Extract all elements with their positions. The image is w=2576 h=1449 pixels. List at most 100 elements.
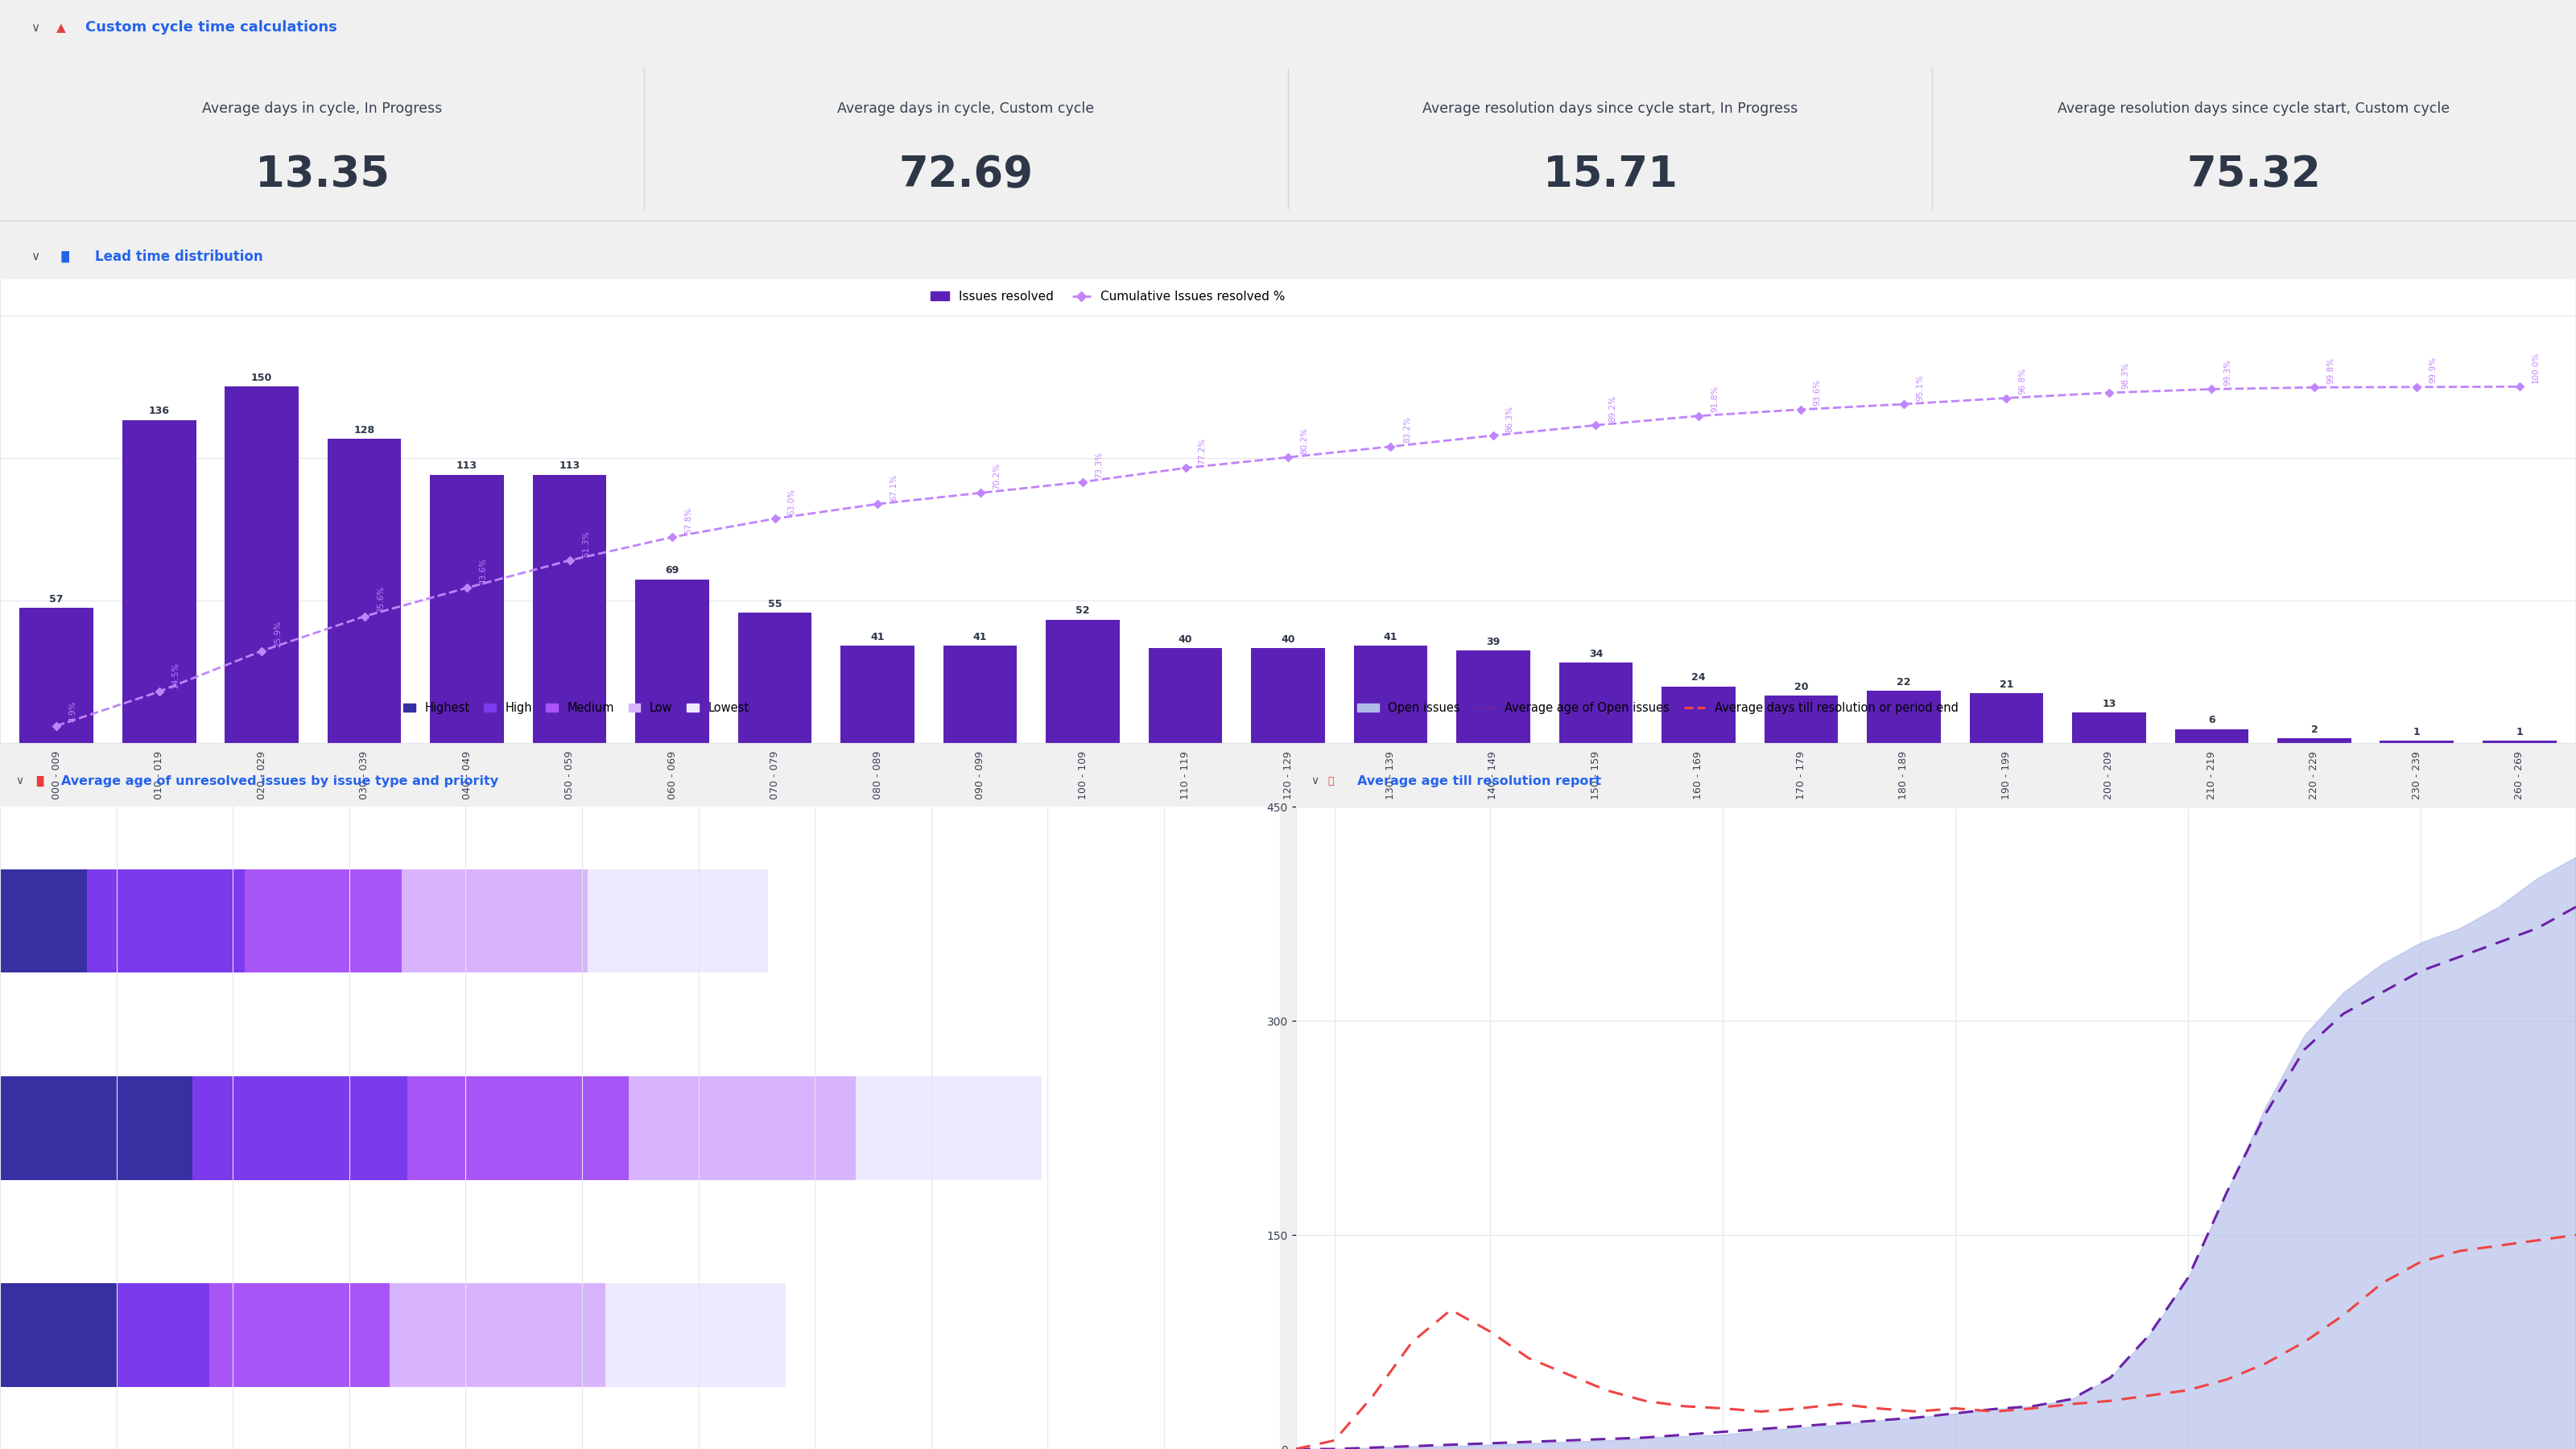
- Text: ▐▌: ▐▌: [57, 251, 75, 262]
- Text: 72.69: 72.69: [899, 154, 1033, 196]
- Bar: [0, 869, 88, 972]
- Text: 25.9%: 25.9%: [273, 620, 281, 648]
- Text: Lead time distribution: Lead time distribution: [95, 249, 263, 264]
- Bar: [1252, 648, 1324, 743]
- Bar: [407, 1077, 629, 1179]
- Bar: [389, 1284, 605, 1387]
- Bar: [1046, 620, 1121, 743]
- Text: 128: 128: [353, 425, 376, 435]
- Text: 63.0%: 63.0%: [788, 488, 796, 514]
- Text: 80.2%: 80.2%: [1301, 427, 1309, 454]
- Bar: [629, 1077, 855, 1179]
- Text: 95.1%: 95.1%: [1917, 374, 1924, 400]
- Text: ▲: ▲: [57, 22, 67, 33]
- Bar: [2071, 713, 2146, 743]
- Text: 13.35: 13.35: [255, 154, 389, 196]
- Bar: [1352, 646, 1427, 743]
- Text: 1: 1: [2517, 727, 2522, 738]
- Bar: [1868, 691, 1940, 743]
- Text: 51.3%: 51.3%: [582, 530, 590, 556]
- Bar: [943, 646, 1018, 743]
- Text: ∨: ∨: [15, 775, 23, 787]
- Bar: [2277, 739, 2352, 743]
- Bar: [116, 1284, 209, 1387]
- Text: 40: 40: [1177, 635, 1193, 645]
- Text: 41: 41: [974, 632, 987, 642]
- Bar: [327, 439, 402, 743]
- Bar: [737, 613, 811, 743]
- Text: 4.9%: 4.9%: [70, 701, 77, 722]
- Text: 41: 41: [871, 632, 884, 642]
- Bar: [1455, 651, 1530, 743]
- Text: 20: 20: [1793, 681, 1808, 693]
- Bar: [245, 869, 402, 972]
- Text: 35.6%: 35.6%: [376, 587, 384, 613]
- Legend: Issues resolved, Cumulative Issues resolved %: Issues resolved, Cumulative Issues resol…: [925, 285, 1291, 307]
- Bar: [533, 475, 605, 743]
- Text: 55: 55: [768, 598, 783, 609]
- Text: 1: 1: [2414, 727, 2421, 738]
- Text: 93.6%: 93.6%: [1814, 380, 1821, 406]
- Text: 39: 39: [1486, 636, 1499, 648]
- Bar: [587, 869, 768, 972]
- Bar: [0, 1077, 193, 1179]
- Text: 83.2%: 83.2%: [1404, 416, 1412, 443]
- Bar: [430, 475, 505, 743]
- Text: 70.2%: 70.2%: [992, 462, 999, 490]
- Text: 91.8%: 91.8%: [1710, 385, 1718, 413]
- Text: ∨: ∨: [1311, 775, 1319, 787]
- Bar: [855, 1077, 1041, 1179]
- Text: Average days in cycle, In Progress: Average days in cycle, In Progress: [201, 101, 443, 116]
- Text: 98.3%: 98.3%: [2123, 362, 2130, 390]
- Bar: [1558, 662, 1633, 743]
- Bar: [1662, 687, 1736, 743]
- Text: 43.6%: 43.6%: [479, 558, 487, 584]
- Text: Average resolution days since cycle start, Custom cycle: Average resolution days since cycle star…: [2058, 101, 2450, 116]
- Text: 99.9%: 99.9%: [2429, 356, 2437, 384]
- Text: 99.3%: 99.3%: [2223, 359, 2231, 385]
- Text: 21: 21: [1999, 680, 2014, 690]
- Text: Custom cycle time calculations: Custom cycle time calculations: [85, 20, 337, 35]
- Text: 14.5%: 14.5%: [173, 661, 180, 688]
- Text: Average age till resolution report: Average age till resolution report: [1358, 775, 1602, 787]
- Text: ∨: ∨: [31, 22, 39, 33]
- Text: 6: 6: [2208, 714, 2215, 726]
- Text: 22: 22: [1896, 677, 1911, 687]
- Text: 100.0%: 100.0%: [2532, 352, 2540, 383]
- Text: 86.3%: 86.3%: [1504, 406, 1515, 432]
- Bar: [2483, 740, 2555, 743]
- Text: 57.8%: 57.8%: [685, 507, 693, 533]
- Text: 34: 34: [1589, 649, 1602, 659]
- Text: 89.2%: 89.2%: [1607, 396, 1615, 422]
- Legend: Highest, High, Medium, Low, Lowest: Highest, High, Medium, Low, Lowest: [399, 697, 755, 719]
- Bar: [224, 387, 299, 743]
- Bar: [402, 869, 587, 972]
- Bar: [636, 580, 708, 743]
- Text: 40: 40: [1280, 635, 1296, 645]
- Text: 113: 113: [456, 461, 477, 471]
- Bar: [1971, 694, 2043, 743]
- Bar: [840, 646, 914, 743]
- Bar: [1149, 648, 1224, 743]
- Bar: [209, 1284, 389, 1387]
- Legend: Open issues, Average age of Open issues, Average days till resolution or period : Open issues, Average age of Open issues,…: [1352, 697, 1963, 719]
- Bar: [88, 869, 245, 972]
- Text: Average days in cycle, Custom cycle: Average days in cycle, Custom cycle: [837, 101, 1095, 116]
- Text: 77.2%: 77.2%: [1198, 438, 1206, 465]
- Text: 113: 113: [559, 461, 580, 471]
- Text: Average resolution days since cycle start, In Progress: Average resolution days since cycle star…: [1422, 101, 1798, 116]
- Bar: [2380, 740, 2455, 743]
- Text: 150: 150: [250, 372, 273, 383]
- Text: 📈: 📈: [1327, 775, 1334, 787]
- Bar: [1765, 696, 1839, 743]
- Text: 2: 2: [2311, 724, 2318, 735]
- Text: ▐▌: ▐▌: [31, 775, 46, 787]
- Bar: [0, 1284, 116, 1387]
- Text: 73.3%: 73.3%: [1095, 452, 1103, 478]
- Text: 57: 57: [49, 594, 64, 604]
- Text: 52: 52: [1077, 606, 1090, 616]
- Text: Average age of unresolved issues by issue type and priority: Average age of unresolved issues by issu…: [62, 775, 500, 787]
- Bar: [2174, 729, 2249, 743]
- Bar: [193, 1077, 407, 1179]
- Text: ∨: ∨: [31, 251, 39, 262]
